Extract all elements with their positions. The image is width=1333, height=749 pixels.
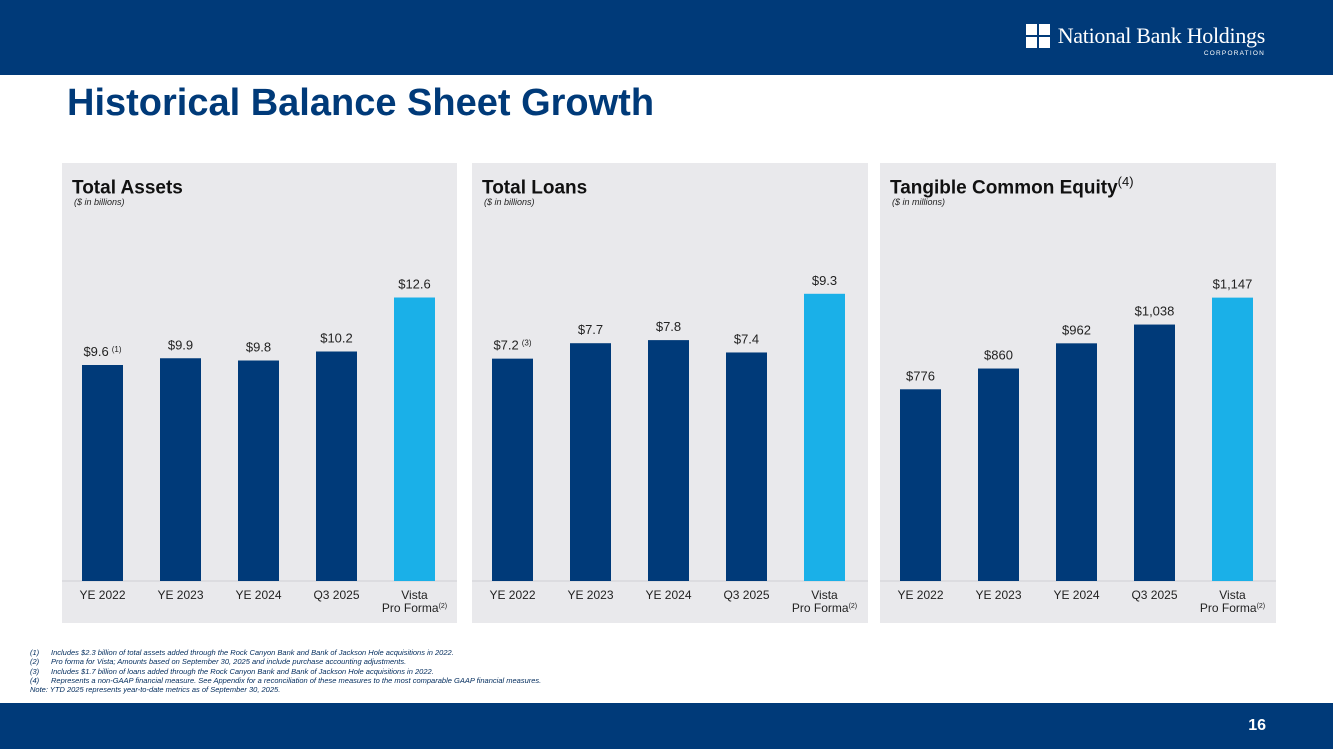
chart-title: Tangible Common Equity(4) [890,174,1134,199]
data-label-footnote: (1) [112,345,122,354]
bar [1056,343,1097,581]
data-label: $7.4 [734,331,759,346]
tangible-common-equity-bar-chart: $776 YE 2022 $860 YE 2023 $962 YE 2024 $1,038 Q… [880,277,1276,615]
bar [1212,297,1253,581]
bar [726,352,767,581]
footnote-note: Note: YTD 2025 represents year-to-date m… [30,685,281,695]
data-label: $1,147 [1213,277,1253,292]
category-label: Q3 2025 [723,588,769,602]
bar [238,360,279,581]
chart-subtitle: ($ in billions) [74,197,125,207]
category-label: YE 2022 [897,588,943,602]
logo-text: National Bank Holdings [1057,23,1266,48]
bar [570,343,611,581]
data-label: $9.6 (1) [83,344,121,359]
data-label: $9.9 [168,337,193,352]
category-label: YE 2022 [489,588,535,602]
category-footnote: (2) [1257,603,1266,610]
data-label: $860 [984,348,1013,363]
data-label: $12.6 [398,277,431,292]
bar [316,351,357,581]
footnote-2: (2) Pro forma for Vista; Amounts based on… [30,657,407,667]
category-label: Q3 2025 [313,588,359,602]
category-label: YE 2024 [1053,588,1099,602]
chart-subtitle: ($ in millions) [892,197,946,207]
total-assets-bar-chart: $9.6 (1) YE 2022 $9.9 YE 2023 $9.8 YE 2024 $10.… [62,277,457,615]
category-label: YE 2023 [975,588,1021,602]
category-footnote: (2) [849,603,858,610]
category-label: Vista [1219,588,1246,602]
data-label-footnote: (3) [522,339,532,348]
data-label: $9.3 [812,273,837,288]
category-label: Vista [811,588,838,602]
bar [1134,324,1175,581]
category-label: Vista [401,588,428,602]
bar [804,293,845,581]
logo-grid-icon [1025,24,1050,48]
footnotes: (1) Includes $2.3 billion of total assets… [30,648,541,694]
bar [492,358,533,581]
page-title: Historical Balance Sheet Growth [67,82,655,124]
category-label: Pro Forma(2) [1200,601,1265,615]
data-label: $1,038 [1135,304,1175,319]
bar [648,340,689,581]
tangible-common-equity-chart-panel: Tangible Common Equity(4) ($ in millions… [880,163,1276,623]
data-label: $9.8 [246,340,271,355]
category-label: YE 2023 [157,588,203,602]
footnote-4: (4) Represents a non-GAAP financial measu… [30,675,542,685]
data-label: $7.2 (3) [493,338,531,353]
chart-subtitle: ($ in billions) [484,197,535,207]
company-logo: National Bank Holdings CORPORATION [1025,22,1266,57]
data-label: $776 [906,368,935,383]
category-label: YE 2024 [235,588,281,602]
category-label: YE 2023 [567,588,613,602]
category-footnote: (2) [439,603,448,610]
page-number: 16 [1248,717,1266,734]
data-label: $7.8 [656,319,681,334]
chart-title: Total Assets [72,177,183,199]
footer-bar: 16 [0,703,1333,749]
chart-title: Total Loans [482,177,588,199]
category-label: Q3 2025 [1131,588,1177,602]
bar [900,389,941,581]
logo-subtext: CORPORATION [1203,50,1265,57]
category-label: YE 2024 [645,588,691,602]
data-label: $962 [1062,322,1091,337]
total-loans-bar-chart: $7.2 (3) YE 2022 $7.7 YE 2023 $7.8 YE 2024 $7.4… [472,273,868,615]
bar [978,368,1019,581]
category-label: YE 2022 [79,588,125,602]
footnote-3: (3) Includes $1.7 billion of loans added … [30,666,434,676]
footnote-1: (1) Includes $2.3 billion of total assets… [30,648,454,657]
bar [394,297,435,581]
data-label: $10.2 [320,331,353,346]
header-bar: National Bank Holdings CORPORATION [0,0,1333,75]
category-label: Pro Forma(2) [382,601,447,615]
bar [160,358,201,581]
total-loans-chart-panel: Total Loans ($ in billions) $7.2 (3) YE 20… [472,163,868,623]
total-assets-chart-panel: Total Assets ($ in billions) $9.6 (1) YE 2… [62,163,457,623]
data-label: $7.7 [578,322,603,337]
category-label: Pro Forma(2) [792,601,857,615]
bar [82,365,123,581]
